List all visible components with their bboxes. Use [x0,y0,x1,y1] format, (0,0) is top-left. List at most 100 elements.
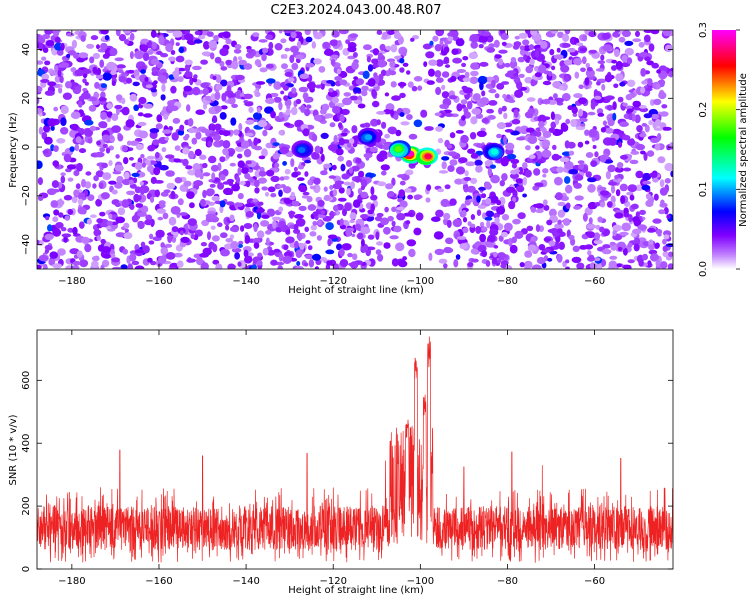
heatmap-cell [596,108,604,115]
heatmap-cell [158,255,167,264]
heatmap-cell [579,47,588,52]
heatmap-cell [582,34,588,42]
heatmap-cell [143,113,153,118]
heatmap-cell [248,106,254,113]
heatmap-cell [619,121,629,127]
heatmap-cell [383,226,391,235]
heatmap-cell [391,220,396,227]
heatmap-cell [293,166,298,172]
heatmap-cell [443,212,451,220]
heatmap-cell [82,87,88,92]
heatmap-cell [334,76,343,81]
heatmap-cell [549,167,557,172]
heatmap-cell [617,141,623,148]
heatmap-cell [389,66,396,71]
heatmap-cell [564,176,571,184]
heatmap-cell [223,187,233,196]
heatmap-cell [540,40,548,50]
heatmap-cell [542,168,549,174]
heatmap-cell [564,161,574,170]
heatmap-cell [600,127,607,133]
snr-x-tick-label: −100 [407,576,434,587]
heatmap-cell [376,119,381,126]
heatmap-cell [303,262,309,267]
heatmap-cell [524,250,533,258]
heatmap-cell [173,252,183,258]
heatmap-cell [261,214,270,219]
heatmap-cell [38,126,44,135]
heatmap-cell [353,87,362,94]
heatmap-cell [255,81,266,85]
heatmap-cell [193,180,204,187]
heatmap-cell [179,125,184,130]
heatmap-cell [658,209,666,215]
spectrogram-x-tick-label: −140 [232,276,259,287]
heatmap-cell [449,198,457,206]
heatmap-cell [562,33,570,42]
heatmap-cell [332,189,338,197]
heatmap-cell [360,238,365,247]
heatmap-cell [466,100,473,110]
heatmap-cell [175,55,185,63]
heatmap-cell [314,266,319,269]
heatmap-cell [328,175,337,179]
heatmap-cell [238,123,243,132]
heatmap-cell [519,48,527,56]
heatmap-cell [101,246,111,254]
heatmap-cell [69,82,79,87]
heatmap-cell [313,177,321,185]
heatmap-cell [112,266,122,269]
heatmap-cell [441,161,447,170]
heatmap-cell [164,136,170,141]
heatmap-cell [79,192,86,198]
heatmap-cell [611,128,622,135]
heatmap-cell [222,140,231,149]
heatmap-cell [647,78,653,86]
heatmap-cell [405,220,411,225]
heatmap-cell [225,59,232,66]
heatmap-cell [202,172,211,177]
heatmap-cell [325,48,332,53]
heatmap-cell [602,120,608,126]
heatmap-cell [345,228,352,237]
heatmap-cell [361,90,368,97]
heatmap-cell [659,79,665,88]
heatmap-cell [295,249,303,258]
heatmap-cell [633,237,641,245]
heatmap-cell [186,191,195,200]
heatmap-cell [93,229,102,237]
heatmap-cell [320,210,326,215]
colorbar-label: Normalized spectral amplitude [738,73,749,227]
heatmap-cell [458,157,468,164]
heatmap-cell [283,186,292,194]
heatmap-cell [669,142,673,148]
heatmap-cell [150,88,157,93]
heatmap-cell [597,60,606,65]
heatmap-cell [522,39,530,46]
heatmap-cell [562,218,571,226]
snr-y-label: SNR (10 * v/v) [8,414,19,485]
heatmap-cell [650,30,660,35]
heatmap-cell [499,180,505,187]
heatmap-cell [214,123,222,131]
heatmap-cell [329,54,339,59]
heatmap-cell [152,139,160,146]
heatmap-cell [93,92,100,98]
heatmap-cell [363,122,371,128]
heatmap-cell [157,74,167,82]
heatmap-cell [140,241,146,248]
heatmap-cell [84,181,92,189]
heatmap-cell [391,258,399,267]
heatmap-cell [77,198,84,206]
heatmap-cell [481,90,486,97]
heatmap-cell [76,250,83,258]
heatmap-cell [37,85,43,93]
heatmap-cell [466,185,476,193]
heatmap-cell [338,187,345,194]
heatmap-cell [554,223,564,230]
heatmap-cell [186,258,197,263]
heatmap-cell [307,204,317,211]
heatmap-cell [376,212,384,218]
heatmap-cell [234,252,241,260]
heatmap-cell [258,170,267,177]
